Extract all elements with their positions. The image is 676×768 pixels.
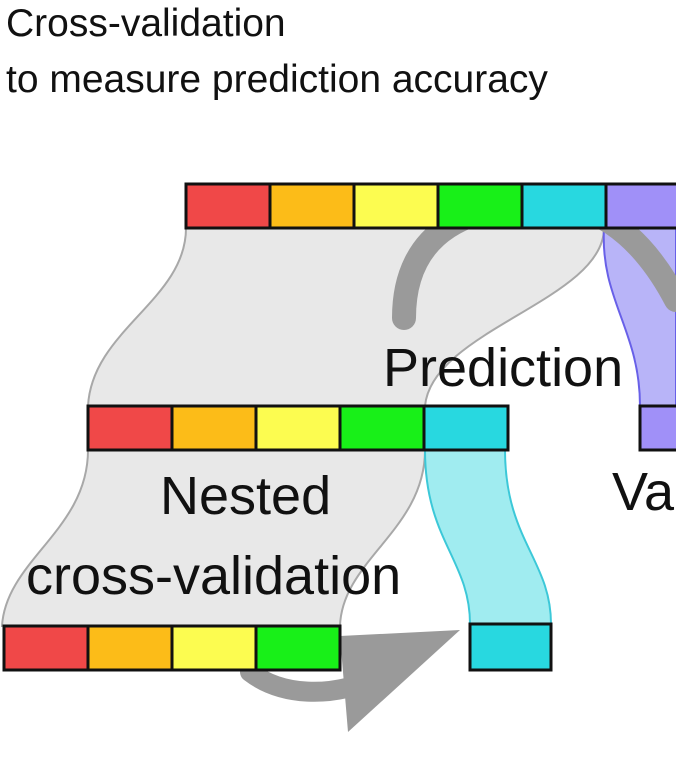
middle-fold-2 (170, 404, 258, 452)
middle-fold-4 (338, 404, 426, 452)
outer-fold-2 (268, 182, 356, 230)
validation-label-partial: Va (612, 462, 675, 522)
outer-fold-5 (520, 182, 608, 230)
prediction-label: Prediction (383, 338, 623, 398)
outer-fold-1 (184, 182, 272, 230)
nested-validation-band (423, 449, 553, 625)
outer-fold-6 (604, 182, 676, 230)
outer-fold-4 (436, 182, 524, 230)
standalone-folds (468, 404, 676, 672)
middle-fold-1 (86, 404, 174, 452)
nested-fold-row (86, 404, 510, 452)
outer-fold-3 (352, 182, 440, 230)
inner-fold-1 (2, 624, 90, 672)
nested-label-line-2: cross-validation (26, 546, 401, 606)
middle-fold-5 (422, 404, 510, 452)
nested-label-line-1: Nested (160, 466, 331, 526)
inner-fold-3 (170, 624, 258, 672)
middle-fold-3 (254, 404, 342, 452)
outer-validation-fold (638, 404, 676, 452)
nested-arrow-head-icon (340, 630, 460, 732)
outer-fold-row (184, 182, 676, 230)
inner-fold-row (2, 624, 342, 672)
title-line-2: to measure prediction accuracy (6, 58, 548, 101)
inner-fold-4 (254, 624, 342, 672)
title-line-1: Cross-validation (6, 2, 286, 45)
inner-validation-fold (468, 622, 553, 672)
inner-fold-2 (86, 624, 174, 672)
